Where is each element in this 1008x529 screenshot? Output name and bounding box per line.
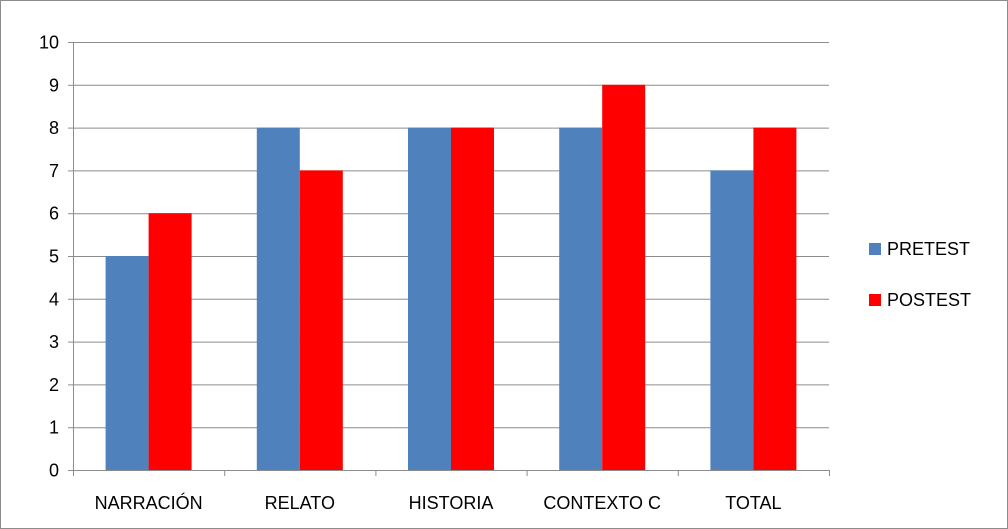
- x-category-label: RELATO: [265, 493, 335, 513]
- bar-postest-2: [451, 127, 494, 470]
- bar-pretest-1: [256, 127, 300, 470]
- x-category-label: CONTEXTO C: [543, 493, 661, 513]
- bars: [105, 84, 797, 471]
- bar-postest-1: [299, 170, 343, 470]
- y-tick-labels: 0 1 2 3 4 5 6 7 8 9 10: [39, 33, 59, 481]
- y-tick-label: 6: [49, 204, 59, 224]
- y-tick-label: 7: [49, 161, 59, 181]
- x-category-labels: NARRACIÓN RELATO HISTORIA CONTEXTO C TOTAL: [95, 492, 782, 513]
- x-category-label: HISTORIA: [409, 493, 494, 513]
- legend-label-pretest: PRETEST: [887, 239, 970, 259]
- bar-postest-3: [602, 84, 646, 471]
- y-tick-label: 3: [49, 332, 59, 352]
- y-tick-label: 10: [39, 33, 59, 53]
- y-tick-label: 1: [49, 418, 59, 438]
- axes: [68, 42, 830, 476]
- legend-label-postest: POSTEST: [887, 290, 971, 310]
- bar-pretest-3: [559, 127, 603, 470]
- bar-pretest-2: [408, 127, 451, 470]
- y-tick-label: 4: [49, 289, 59, 309]
- bar-pretest-0: [105, 256, 149, 470]
- legend-swatch-postest: [869, 294, 881, 306]
- legend: PRETEST POSTEST: [869, 239, 971, 310]
- bar-postest-0: [148, 213, 192, 470]
- y-tick-label: 0: [49, 461, 59, 481]
- y-tick-label: 2: [49, 375, 59, 395]
- x-category-label: TOTAL: [725, 493, 781, 513]
- y-tick-label: 5: [49, 247, 59, 267]
- x-category-label: NARRACIÓN: [95, 492, 203, 513]
- bar-pretest-4: [710, 170, 754, 470]
- y-tick-label: 9: [49, 75, 59, 95]
- y-tick-label: 8: [49, 118, 59, 138]
- legend-swatch-pretest: [869, 243, 881, 255]
- bar-postest-4: [753, 127, 797, 470]
